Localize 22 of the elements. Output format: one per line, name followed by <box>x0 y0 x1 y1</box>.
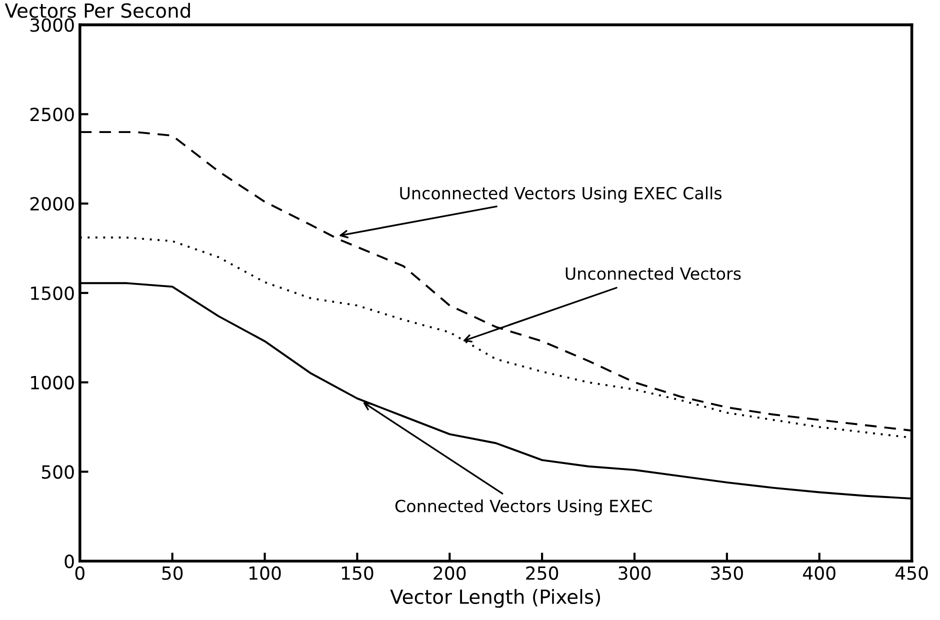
y-tick-label: 1000 <box>31 376 74 390</box>
x-tick-label: 200 <box>434 566 466 580</box>
y-axis-title: Vectors Per Second <box>4 2 190 18</box>
x-tick-label: 0 <box>75 566 84 580</box>
x-tick-label: 350 <box>711 566 743 580</box>
annotation: Connected Vectors Using EXEC <box>395 499 652 516</box>
x-tick-label: 450 <box>895 566 928 580</box>
x-axis-title: Vector Length (Pixels) <box>390 588 600 608</box>
y-tick-label: 1500 <box>31 286 74 300</box>
y-tick-label: 2000 <box>30 197 74 211</box>
y-tick-label: 0 <box>64 554 74 568</box>
annotation: Unconnected Vectors <box>566 267 741 280</box>
x-tick-label: 100 <box>250 566 281 580</box>
x-tick-label: 50 <box>162 566 183 580</box>
x-tick-label: 150 <box>342 566 374 580</box>
annotation: Unconnected Vectors Using EXEC Calls <box>400 186 722 203</box>
y-tick-label: 500 <box>42 465 74 479</box>
x-tick-label: 300 <box>618 566 651 580</box>
x-tick-label: 400 <box>803 566 836 580</box>
x-tick-label: 250 <box>526 566 558 580</box>
y-tick-label: 3000 <box>30 18 74 32</box>
y-tick-label: 2500 <box>30 108 74 122</box>
